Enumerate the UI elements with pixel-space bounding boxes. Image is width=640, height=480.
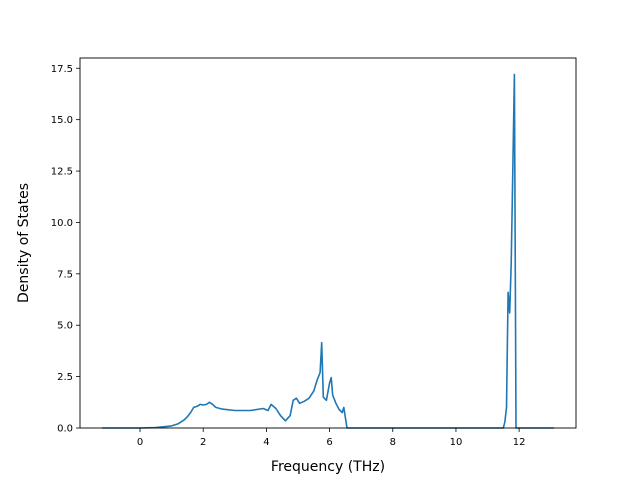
x-tick-label: 6 — [326, 437, 332, 448]
y-tick-label: 7.5 — [57, 269, 73, 280]
y-tick-label: 10.0 — [51, 218, 73, 229]
axis-ticks: 0 2 4 6 8 10 12 0.0 2.5 5.0 7.5 10.0 12.5 15.0 17.5 — [51, 64, 526, 448]
x-tick-label: 4 — [263, 437, 269, 448]
y-axis-label: Density of States — [16, 183, 32, 303]
x-tick-label: 0 — [137, 437, 143, 448]
y-tick-label: 2.5 — [57, 372, 73, 383]
plot-frame — [79, 57, 577, 429]
x-axis-label: Frequency (THz) — [271, 459, 385, 475]
y-tick-label: 17.5 — [51, 64, 73, 75]
y-tick-label: 0.0 — [57, 424, 73, 435]
plot-area — [102, 73, 554, 429]
x-tick-label: 2 — [200, 437, 206, 448]
dos-line-series-0 — [102, 73, 554, 429]
x-tick-label: 10 — [450, 437, 463, 448]
x-tick-label: 12 — [513, 437, 526, 448]
y-tick-label: 15.0 — [51, 115, 73, 126]
y-tick-label: 5.0 — [57, 321, 73, 332]
x-tick-label: 8 — [390, 437, 396, 448]
y-tick-label: 12.5 — [51, 167, 73, 178]
